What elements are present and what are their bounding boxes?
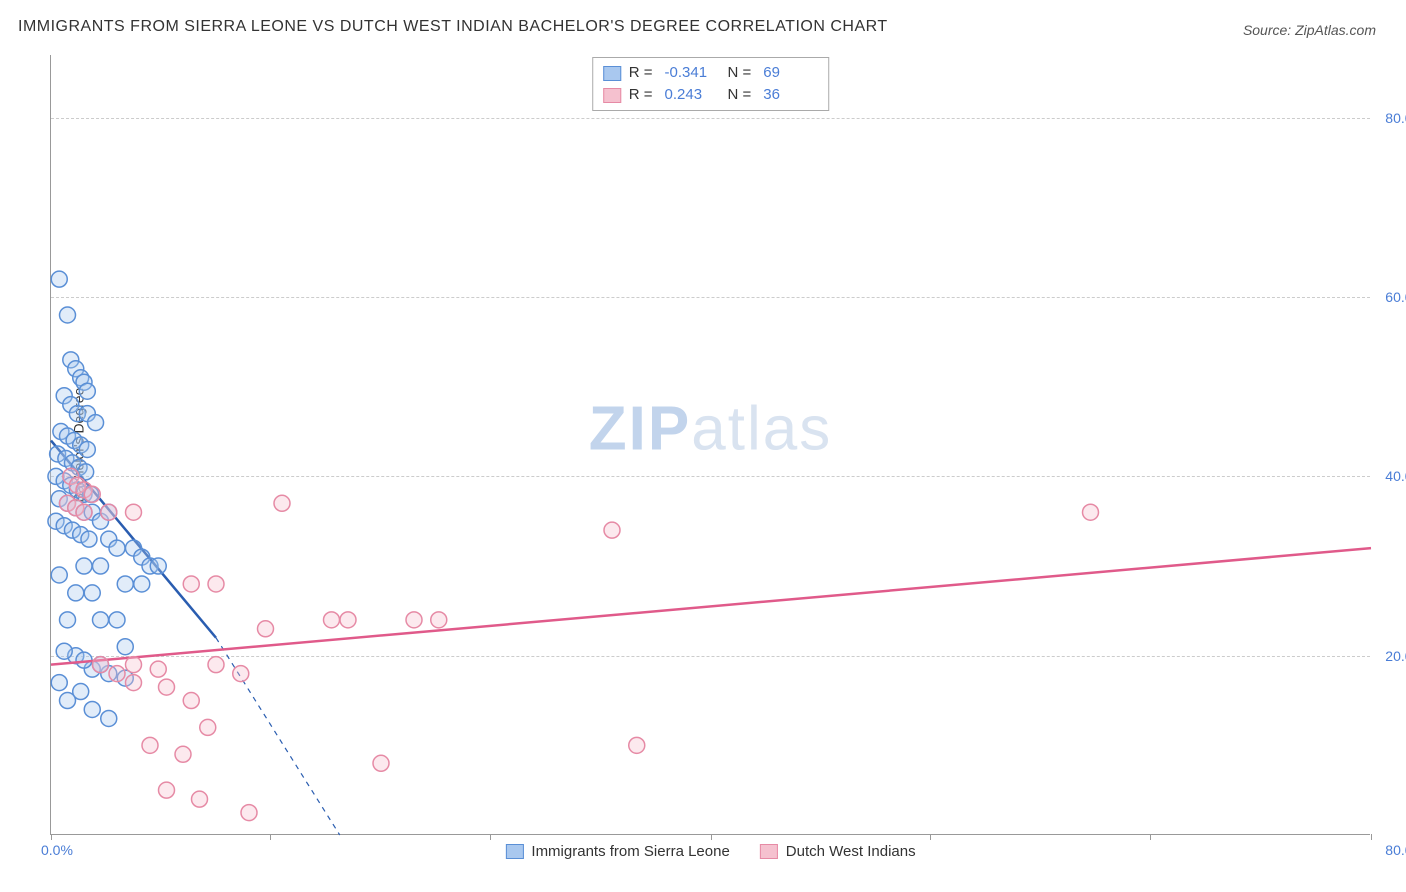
data-point <box>109 666 125 682</box>
data-point <box>431 612 447 628</box>
series-2-name: Dutch West Indians <box>786 843 916 860</box>
data-point <box>134 576 150 592</box>
data-point <box>93 612 109 628</box>
data-point <box>604 522 620 538</box>
data-point <box>117 576 133 592</box>
data-point <box>101 504 117 520</box>
data-point <box>84 486 100 502</box>
data-point <box>126 657 142 673</box>
data-point <box>208 657 224 673</box>
n-label-2: N = <box>728 84 752 106</box>
data-point <box>117 639 133 655</box>
r-label-2: R = <box>629 84 653 106</box>
data-point <box>56 643 72 659</box>
data-point <box>183 693 199 709</box>
series-1-name: Immigrants from Sierra Leone <box>531 843 729 860</box>
data-point <box>68 585 84 601</box>
x-tick <box>1150 834 1151 840</box>
data-point <box>126 675 142 691</box>
trend-line <box>51 548 1371 665</box>
data-point <box>183 576 199 592</box>
legend-item-series-2: Dutch West Indians <box>760 843 916 860</box>
data-point <box>81 531 97 547</box>
r-value-1: -0.341 <box>665 62 720 84</box>
data-point <box>109 540 125 556</box>
legend-item-series-1: Immigrants from Sierra Leone <box>505 843 729 860</box>
data-point <box>233 666 249 682</box>
data-point <box>192 791 208 807</box>
swatch-series-2-bottom <box>760 844 778 859</box>
chart-title: IMMIGRANTS FROM SIERRA LEONE VS DUTCH WE… <box>18 18 888 36</box>
data-point <box>101 710 117 726</box>
source-prefix: Source: <box>1243 22 1295 38</box>
source-name: ZipAtlas.com <box>1295 22 1376 38</box>
x-axis-start-label: 0.0% <box>41 842 73 858</box>
data-point <box>84 585 100 601</box>
data-point <box>51 271 67 287</box>
data-point <box>93 657 109 673</box>
swatch-series-1 <box>603 66 621 81</box>
data-point <box>324 612 340 628</box>
n-value-2: 36 <box>763 84 818 106</box>
data-point <box>142 737 158 753</box>
legend-row-series-2: R = 0.243 N = 36 <box>603 84 819 106</box>
x-tick <box>711 834 712 840</box>
n-value-1: 69 <box>763 62 818 84</box>
y-tick-label: 40.0% <box>1385 468 1406 484</box>
data-point <box>274 495 290 511</box>
data-point <box>76 504 92 520</box>
data-point <box>373 755 389 771</box>
data-point <box>79 383 95 399</box>
swatch-series-2 <box>603 88 621 103</box>
y-tick-label: 60.0% <box>1385 289 1406 305</box>
data-point <box>159 679 175 695</box>
data-point <box>200 719 216 735</box>
x-tick <box>270 834 271 840</box>
r-value-2: 0.243 <box>665 84 720 106</box>
x-tick <box>51 834 52 840</box>
data-point <box>51 567 67 583</box>
data-point <box>76 558 92 574</box>
x-tick <box>1371 834 1372 840</box>
x-axis-end-label: 80.0% <box>1385 842 1406 858</box>
r-label-1: R = <box>629 62 653 84</box>
data-point <box>88 415 104 431</box>
data-point <box>109 612 125 628</box>
plot-area: ZIPatlas Bachelor's Degree 20.0%40.0%60.… <box>50 55 1370 835</box>
data-point <box>406 612 422 628</box>
y-tick-label: 80.0% <box>1385 110 1406 126</box>
chart-svg <box>51 55 1370 834</box>
swatch-series-1-bottom <box>505 844 523 859</box>
legend-row-series-1: R = -0.341 N = 69 <box>603 62 819 84</box>
y-tick-label: 20.0% <box>1385 648 1406 664</box>
data-point <box>79 441 95 457</box>
data-point <box>208 576 224 592</box>
data-point <box>51 675 67 691</box>
data-point <box>60 307 76 323</box>
legend-correlation: R = -0.341 N = 69 R = 0.243 N = 36 <box>592 57 830 111</box>
data-point <box>1083 504 1099 520</box>
data-point <box>175 746 191 762</box>
legend-series: Immigrants from Sierra Leone Dutch West … <box>505 843 915 860</box>
data-point <box>150 661 166 677</box>
data-point <box>340 612 356 628</box>
data-point <box>84 701 100 717</box>
data-point <box>93 558 109 574</box>
data-point <box>60 612 76 628</box>
data-point <box>159 782 175 798</box>
data-point <box>150 558 166 574</box>
data-point <box>629 737 645 753</box>
data-point <box>60 693 76 709</box>
data-point <box>258 621 274 637</box>
source-attribution: Source: ZipAtlas.com <box>1243 22 1376 38</box>
data-point <box>241 805 257 821</box>
x-tick <box>930 834 931 840</box>
data-point <box>126 504 142 520</box>
x-tick <box>490 834 491 840</box>
trend-line-extrapolated <box>216 638 340 835</box>
n-label-1: N = <box>728 62 752 84</box>
